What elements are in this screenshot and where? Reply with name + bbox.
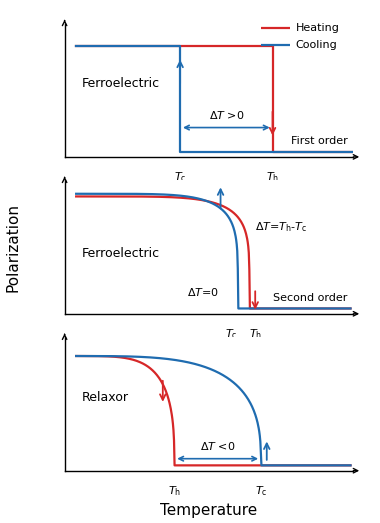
- Text: $\Delta T$ >0: $\Delta T$ >0: [209, 109, 244, 121]
- Text: $T_\mathrm{h}$: $T_\mathrm{h}$: [266, 170, 279, 184]
- Text: $T_\mathrm{h}$: $T_\mathrm{h}$: [168, 484, 181, 498]
- Text: $\Delta T$=0: $\Delta T$=0: [187, 287, 219, 299]
- Text: $T_\mathrm{h}$: $T_\mathrm{h}$: [249, 327, 263, 341]
- Text: $T_\mathrm{c}$: $T_\mathrm{c}$: [225, 327, 238, 341]
- Text: Ferroelectric: Ferroelectric: [82, 77, 160, 90]
- Text: First order: First order: [291, 136, 348, 146]
- Text: $T_\mathrm{c}$: $T_\mathrm{c}$: [255, 484, 267, 498]
- Text: Relaxor: Relaxor: [82, 391, 129, 404]
- Text: Temperature: Temperature: [160, 503, 258, 518]
- Text: $\Delta T$=$T_\mathrm{h}$-$T_\mathrm{c}$: $\Delta T$=$T_\mathrm{h}$-$T_\mathrm{c}$: [255, 220, 307, 234]
- Text: $\Delta T$ <0: $\Delta T$ <0: [200, 440, 236, 452]
- Text: Polarization: Polarization: [6, 202, 21, 292]
- Text: Second order: Second order: [273, 293, 348, 303]
- Text: Ferroelectric: Ferroelectric: [82, 247, 160, 260]
- Text: Heating: Heating: [296, 22, 339, 32]
- Text: Cooling: Cooling: [296, 40, 337, 50]
- Text: $T_\mathrm{c}$: $T_\mathrm{c}$: [174, 170, 186, 184]
